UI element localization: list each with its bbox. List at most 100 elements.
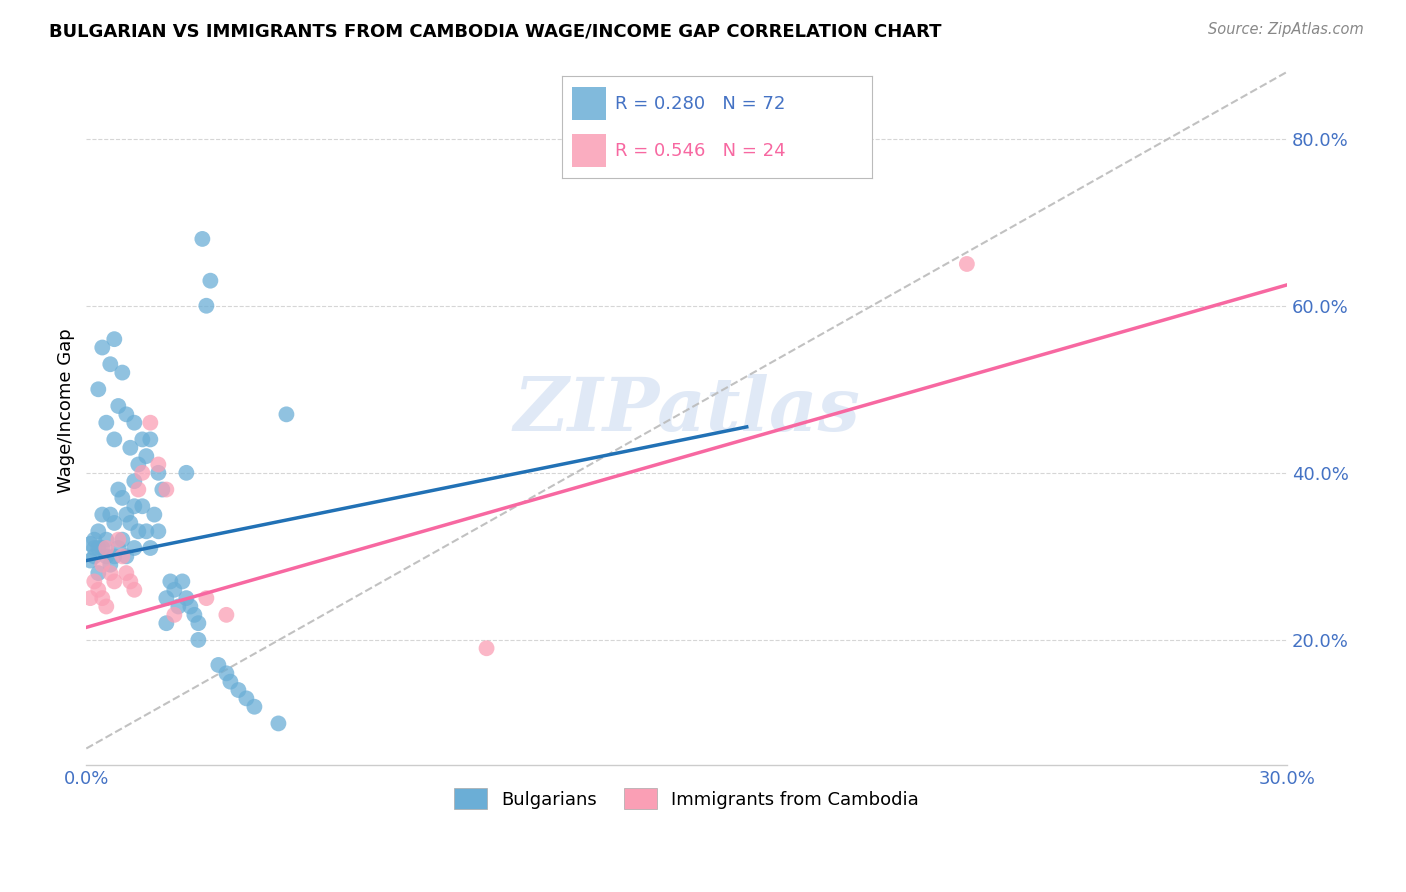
Bar: [572, 87, 606, 120]
Point: [127, 483, 149, 497]
Point: [115, 566, 138, 580]
Point: [195, 591, 218, 606]
Point: [91, 508, 114, 522]
Point: [124, 582, 146, 597]
Point: [176, 466, 198, 480]
Point: [215, 607, 238, 622]
Point: [131, 433, 153, 447]
Point: [103, 332, 125, 346]
Point: [111, 491, 134, 505]
Point: [103, 549, 125, 564]
Point: [207, 657, 229, 672]
Point: [120, 441, 142, 455]
Text: R = 0.280   N = 72: R = 0.280 N = 72: [614, 95, 786, 112]
Point: [96, 533, 118, 547]
Point: [87, 541, 110, 555]
Point: [87, 566, 110, 580]
Point: [87, 582, 110, 597]
Point: [103, 574, 125, 589]
Point: [475, 641, 498, 656]
Point: [956, 257, 979, 271]
Point: [127, 458, 149, 472]
Point: [143, 508, 166, 522]
Text: ZIPatlas: ZIPatlas: [513, 374, 860, 446]
Point: [195, 299, 218, 313]
Point: [124, 500, 146, 514]
Point: [107, 483, 129, 497]
Point: [83, 533, 105, 547]
Point: [187, 632, 209, 647]
Point: [103, 516, 125, 530]
Point: [163, 582, 186, 597]
Point: [176, 591, 198, 606]
Point: [115, 508, 138, 522]
Point: [83, 574, 105, 589]
Point: [98, 357, 121, 371]
Point: [79, 591, 101, 606]
Point: [148, 466, 170, 480]
Point: [91, 558, 114, 572]
Point: [139, 541, 162, 555]
Point: [87, 382, 110, 396]
Point: [139, 433, 162, 447]
Point: [183, 607, 205, 622]
Point: [235, 691, 257, 706]
Point: [179, 599, 201, 614]
Point: [107, 533, 129, 547]
Point: [155, 616, 177, 631]
Point: [120, 574, 142, 589]
Point: [79, 537, 101, 551]
Point: [187, 616, 209, 631]
Point: [98, 508, 121, 522]
Point: [91, 541, 114, 555]
Point: [131, 500, 153, 514]
Point: [243, 699, 266, 714]
Point: [96, 416, 118, 430]
Point: [139, 416, 162, 430]
Point: [155, 483, 177, 497]
Point: [98, 566, 121, 580]
Y-axis label: Wage/Income Gap: Wage/Income Gap: [58, 327, 75, 492]
Point: [96, 549, 118, 564]
Point: [124, 541, 146, 555]
Point: [219, 674, 242, 689]
Point: [228, 683, 250, 698]
Point: [200, 274, 222, 288]
Point: [111, 533, 134, 547]
Text: Source: ZipAtlas.com: Source: ZipAtlas.com: [1208, 22, 1364, 37]
Point: [124, 474, 146, 488]
Point: [276, 408, 298, 422]
Point: [79, 553, 101, 567]
Point: [103, 433, 125, 447]
Point: [191, 232, 214, 246]
Legend: Bulgarians, Immigrants from Cambodia: Bulgarians, Immigrants from Cambodia: [447, 781, 927, 816]
Point: [96, 599, 118, 614]
Point: [135, 449, 157, 463]
Point: [107, 541, 129, 555]
Point: [124, 416, 146, 430]
Point: [215, 666, 238, 681]
Point: [96, 541, 118, 555]
Point: [135, 524, 157, 539]
Point: [115, 549, 138, 564]
Point: [87, 524, 110, 539]
Point: [91, 341, 114, 355]
Point: [148, 524, 170, 539]
Point: [91, 591, 114, 606]
Text: BULGARIAN VS IMMIGRANTS FROM CAMBODIA WAGE/INCOME GAP CORRELATION CHART: BULGARIAN VS IMMIGRANTS FROM CAMBODIA WA…: [49, 22, 942, 40]
Point: [172, 574, 194, 589]
Point: [120, 516, 142, 530]
Point: [98, 558, 121, 572]
Point: [131, 466, 153, 480]
Point: [111, 549, 134, 564]
Point: [267, 716, 290, 731]
Point: [83, 549, 105, 564]
Point: [107, 399, 129, 413]
Point: [148, 458, 170, 472]
Point: [127, 524, 149, 539]
Point: [150, 483, 173, 497]
Bar: [572, 135, 606, 167]
Text: R = 0.546   N = 24: R = 0.546 N = 24: [614, 142, 786, 160]
Point: [155, 591, 177, 606]
Point: [115, 408, 138, 422]
